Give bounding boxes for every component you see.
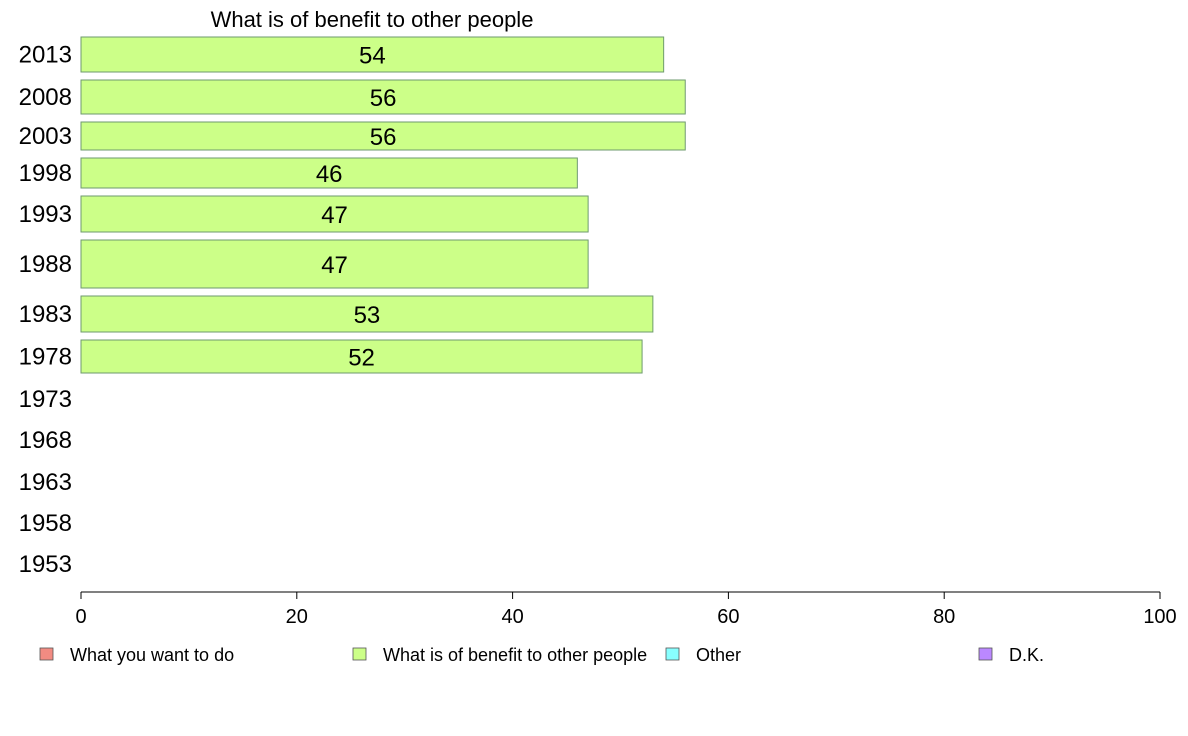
legend-label: What you want to do [70,645,234,665]
year-label: 1993 [19,201,72,228]
year-label: 1968 [19,427,72,454]
bar-value-label: 47 [321,202,348,229]
bar-value-label: 52 [348,345,375,372]
legend-label: What is of benefit to other people [383,645,647,665]
bar [80,295,654,333]
year-label: 1988 [19,251,72,278]
year-label: 1958 [19,510,72,537]
legend-swatch [352,647,367,661]
bars-layer: 2013 54 2008 56 2003 56 1998 46 1993 47 1988 47 1983… [19,36,686,578]
bar-value-label: 56 [370,124,397,151]
year-label: 1983 [19,301,72,328]
legend-item: What is of benefit to other people [352,645,647,665]
x-tick-label: 60 [717,606,739,628]
year-label: 1973 [19,386,72,413]
year-label: 2003 [19,123,72,150]
bar-value-label: 47 [321,252,348,279]
x-tick-label: 20 [286,606,308,628]
bar [80,195,589,233]
bar [80,339,643,374]
year-label: 2013 [19,42,72,69]
legend-item: What you want to do [39,645,234,665]
x-tick-label: 0 [75,606,86,628]
bar-value-label: 46 [316,161,343,188]
legend-swatch [978,647,993,661]
bar-value-label: 54 [359,43,386,70]
year-label: 1998 [19,160,72,187]
legend-item: Other [665,645,741,665]
x-axis: 0 20 40 60 80 100 [75,591,1177,628]
legend-label: D.K. [1009,645,1044,665]
year-label: 1963 [19,469,72,496]
legend-swatch [39,647,54,661]
x-tick-label: 80 [933,606,955,628]
year-label: 1978 [19,344,72,371]
legend-swatch [665,647,680,661]
chart-title: What is of benefit to other people [211,7,534,32]
x-tick-label: 100 [1143,606,1176,628]
bar [80,79,686,115]
year-label: 2008 [19,84,72,111]
legend: What you want to do What is of benefit to… [39,645,1044,665]
bar-value-label: 56 [370,85,397,112]
bar-value-label: 53 [354,302,381,329]
year-label: 1953 [19,551,72,578]
legend-label: Other [696,645,741,665]
bar [80,36,665,73]
bar [80,121,686,151]
bar [80,157,578,189]
legend-item: D.K. [978,645,1044,665]
bar [80,239,589,289]
x-tick-label: 40 [501,606,523,628]
